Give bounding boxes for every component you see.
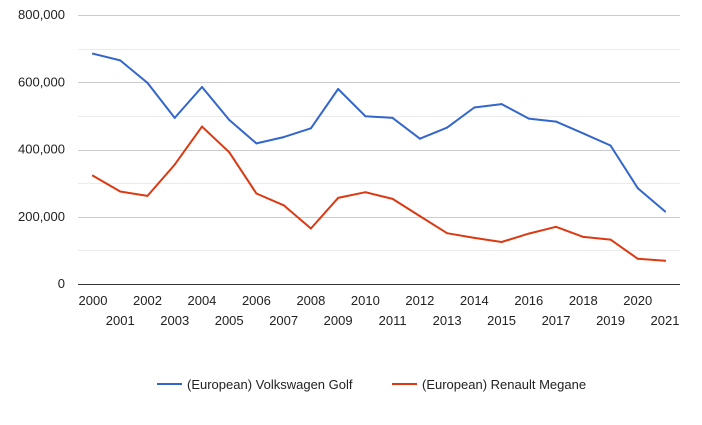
data-point[interactable]	[527, 232, 530, 235]
x-tick-label: 2019	[596, 313, 625, 328]
data-point[interactable]	[92, 174, 94, 177]
gridlines	[78, 15, 680, 285]
data-point[interactable]	[609, 144, 612, 147]
data-point[interactable]	[582, 235, 585, 238]
x-tick-label: 2000	[79, 293, 108, 308]
data-point[interactable]	[555, 225, 557, 228]
x-axis-ticks: 2000 2001 2002 2003 2004 2005 2006 2007 2008 2009…	[79, 293, 680, 328]
data-point[interactable]	[473, 106, 476, 109]
x-tick-label: 2001	[106, 313, 135, 328]
data-point[interactable]	[364, 191, 367, 194]
y-tick-label: 200,000	[18, 209, 65, 224]
x-tick-label: 2014	[460, 293, 489, 308]
x-tick-label: 2017	[542, 313, 571, 328]
x-tick-label: 2018	[569, 293, 598, 308]
x-tick-label: 2008	[296, 293, 325, 308]
x-tick-label: 2007	[269, 313, 298, 328]
x-tick-label: 2015	[487, 313, 516, 328]
series-line-2[interactable]	[92, 125, 666, 262]
data-point[interactable]	[282, 204, 285, 207]
legend[interactable]: (European) Volkswagen Golf (European) Ren…	[157, 377, 586, 392]
data-point[interactable]	[473, 236, 476, 239]
data-point[interactable]	[146, 194, 149, 197]
data-point[interactable]	[282, 136, 285, 139]
x-tick-label: 2021	[651, 313, 680, 328]
data-point[interactable]	[364, 115, 367, 118]
y-axis-ticks: 0 200,000 400,000 600,000 800,000	[18, 7, 65, 291]
x-tick-label: 2006	[242, 293, 271, 308]
data-point[interactable]	[446, 126, 449, 129]
data-point[interactable]	[500, 241, 503, 243]
data-point[interactable]	[527, 117, 530, 120]
data-point[interactable]	[391, 116, 394, 119]
data-point[interactable]	[418, 137, 421, 140]
y-tick-label: 800,000	[18, 7, 65, 22]
series-lines	[92, 52, 666, 262]
x-tick-label: 2002	[133, 293, 162, 308]
data-point[interactable]	[418, 215, 421, 218]
data-point[interactable]	[92, 52, 94, 55]
data-point[interactable]	[309, 127, 312, 130]
data-point[interactable]	[636, 187, 639, 190]
series-line-1[interactable]	[92, 52, 666, 213]
x-tick-label: 2010	[351, 293, 380, 308]
data-point[interactable]	[446, 232, 449, 235]
data-point[interactable]	[309, 227, 312, 230]
x-tick-label: 2012	[405, 293, 434, 308]
data-point[interactable]	[173, 163, 176, 166]
data-point[interactable]	[119, 190, 122, 193]
x-tick-label: 2016	[514, 293, 543, 308]
y-tick-label: 600,000	[18, 74, 65, 89]
data-point[interactable]	[228, 118, 231, 121]
data-point[interactable]	[582, 132, 585, 135]
data-point[interactable]	[255, 192, 258, 195]
data-point[interactable]	[146, 81, 149, 84]
data-point[interactable]	[337, 196, 340, 199]
data-point[interactable]	[228, 151, 231, 154]
x-tick-label: 2020	[623, 293, 652, 308]
data-point[interactable]	[664, 210, 666, 213]
data-point[interactable]	[337, 88, 340, 90]
x-tick-label: 2003	[160, 313, 189, 328]
y-tick-label: 0	[58, 276, 65, 291]
data-point[interactable]	[201, 125, 203, 128]
x-tick-label: 2011	[379, 313, 407, 328]
legend-item-2[interactable]: (European) Renault Megane	[392, 377, 586, 392]
x-tick-label: 2013	[433, 313, 462, 328]
x-tick-label: 2005	[215, 313, 244, 328]
legend-label: (European) Volkswagen Golf	[187, 377, 353, 392]
y-tick-label: 400,000	[18, 142, 65, 157]
data-point[interactable]	[500, 103, 503, 106]
data-point[interactable]	[609, 238, 612, 241]
data-point[interactable]	[555, 120, 557, 123]
data-point[interactable]	[255, 142, 258, 145]
data-point[interactable]	[173, 116, 176, 119]
x-tick-label: 2009	[324, 313, 353, 328]
data-point[interactable]	[201, 86, 203, 88]
x-tick-label: 2004	[187, 293, 216, 308]
data-point[interactable]	[391, 197, 394, 200]
data-point[interactable]	[664, 259, 666, 262]
legend-label: (European) Renault Megane	[422, 377, 586, 392]
legend-item-1[interactable]: (European) Volkswagen Golf	[157, 377, 353, 392]
data-point[interactable]	[119, 59, 122, 62]
data-point[interactable]	[636, 257, 639, 260]
